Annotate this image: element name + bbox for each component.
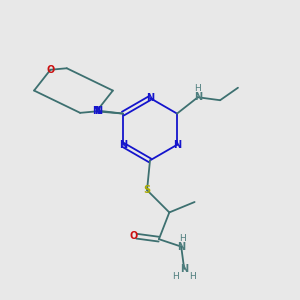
Text: H: H [172, 272, 179, 281]
Text: O: O [130, 231, 138, 241]
Text: N: N [94, 106, 102, 116]
Text: O: O [46, 65, 55, 75]
Text: N: N [173, 140, 181, 150]
Text: N: N [194, 92, 202, 102]
Text: N: N [92, 106, 101, 116]
Text: N: N [119, 140, 127, 150]
Text: H: H [194, 84, 201, 93]
Text: N: N [177, 242, 185, 252]
Text: N: N [180, 264, 188, 274]
Text: H: H [189, 272, 196, 281]
Text: N: N [146, 93, 154, 103]
Text: S: S [143, 185, 151, 195]
Text: H: H [179, 234, 185, 243]
